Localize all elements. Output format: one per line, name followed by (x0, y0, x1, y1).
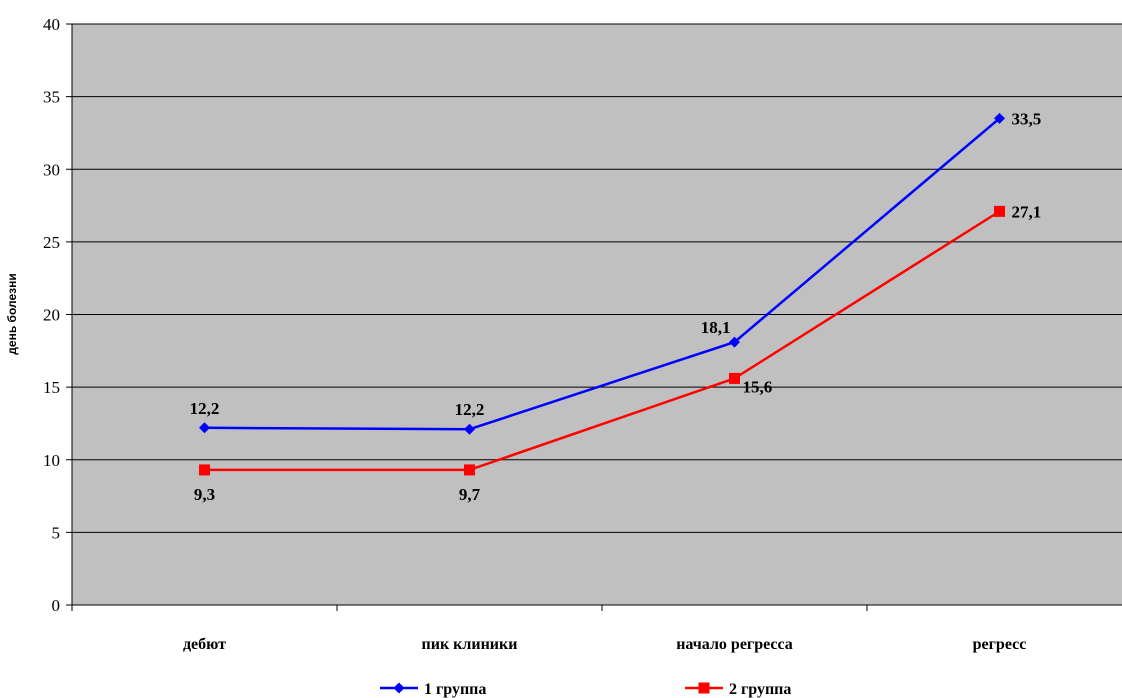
y-tick-label: 5 (52, 523, 61, 542)
data-label: 12,2 (190, 399, 220, 418)
data-label: 18,1 (701, 318, 731, 337)
y-axis-label: день болезни (5, 273, 19, 354)
series-1 (199, 112, 1005, 435)
legend-marker (393, 682, 405, 694)
series-line (204, 210, 1001, 472)
axes (66, 23, 1122, 611)
legend-item-2: 2 группа (685, 681, 791, 698)
data-labels: 12,2 12,2 18,1 33,5 9,3 9,7 15,6 27,1 (190, 109, 1042, 504)
data-label: 12,2 (455, 400, 485, 419)
x-tick-label: дебют (183, 636, 226, 653)
y-tick-label: 15 (43, 378, 60, 397)
y-tick-labels: 0 5 10 15 20 25 30 35 40 (43, 15, 60, 615)
data-point (729, 372, 740, 384)
x-tick-label: пик клиники (422, 636, 518, 653)
data-label: 15,6 (743, 377, 773, 396)
data-point (464, 423, 475, 435)
x-tick-label: регресс (973, 636, 1027, 653)
x-tick-label: начало регресса (676, 636, 793, 653)
y-tick-label: 35 (43, 88, 60, 107)
data-point (199, 464, 210, 476)
data-label: 9,3 (194, 485, 215, 504)
data-label: 33,5 (1012, 109, 1042, 128)
y-tick-label: 20 (43, 306, 60, 325)
data-point (994, 205, 1005, 217)
series-group (199, 112, 1005, 476)
data-label: 9,7 (459, 485, 481, 504)
data-point (994, 112, 1005, 124)
y-tick-label: 10 (43, 451, 60, 470)
data-point (199, 422, 210, 434)
legend-item-1: 1 группа (380, 681, 486, 698)
data-point (729, 336, 740, 348)
y-tick-label: 40 (43, 15, 60, 34)
y-tick-label: 0 (52, 596, 61, 615)
series-line (204, 117, 1001, 431)
series-2 (199, 205, 1005, 476)
legend-label: 1 группа (424, 681, 486, 698)
y-tick-label: 25 (43, 233, 60, 252)
data-point (464, 464, 475, 476)
legend: 1 группа 2 группа (380, 681, 791, 698)
y-tick-label: 30 (43, 160, 60, 179)
legend-label: 2 группа (729, 681, 791, 698)
legend-marker (698, 682, 710, 694)
data-label: 27,1 (1012, 202, 1042, 221)
x-tick-labels: дебют пик клиники начало регресса регресс (183, 636, 1026, 653)
gridlines (72, 23, 1122, 533)
